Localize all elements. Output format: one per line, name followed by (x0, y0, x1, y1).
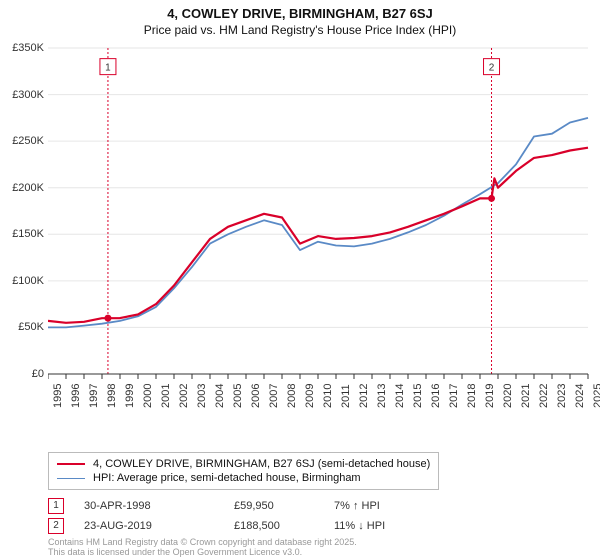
legend-label: HPI: Average price, semi-detached house,… (93, 472, 361, 484)
x-tick-label: 1997 (88, 384, 100, 408)
x-tick-label: 2005 (232, 384, 244, 408)
x-tick-label: 2015 (412, 384, 424, 408)
marker-delta: 11% ↓ HPI (334, 520, 434, 532)
x-tick-label: 2001 (160, 384, 172, 408)
y-tick-label: £50K (2, 321, 44, 333)
x-tick-label: 2011 (340, 384, 352, 408)
x-tick-label: 2003 (196, 384, 208, 408)
x-tick-label: 2016 (430, 384, 442, 408)
x-tick-label: 2000 (142, 384, 154, 408)
footer-note: Contains HM Land Registry data © Crown c… (48, 538, 357, 558)
x-tick-label: 2022 (538, 384, 550, 408)
x-tick-label: 2023 (556, 384, 568, 408)
x-tick-label: 2012 (358, 384, 370, 408)
legend-row: HPI: Average price, semi-detached house,… (57, 471, 430, 485)
title-block: 4, COWLEY DRIVE, BIRMINGHAM, B27 6SJ Pri… (0, 0, 600, 38)
x-tick-label: 1998 (106, 384, 118, 408)
x-tick-label: 2017 (448, 384, 460, 408)
marker-price: £188,500 (234, 520, 334, 532)
marker-badge-2: 2 (48, 518, 64, 534)
legend-swatch-price (57, 463, 85, 465)
marker-date: 30-APR-1998 (84, 500, 234, 512)
y-tick-label: £200K (2, 182, 44, 194)
x-tick-label: 1996 (70, 384, 82, 408)
y-tick-label: £0 (2, 368, 44, 380)
x-tick-label: 2004 (214, 384, 226, 408)
x-tick-label: 2021 (520, 384, 532, 408)
x-tick-label: 2013 (376, 384, 388, 408)
chart-svg: 12 (48, 44, 592, 408)
chart-container: 4, COWLEY DRIVE, BIRMINGHAM, B27 6SJ Pri… (0, 0, 600, 560)
table-row: 2 23-AUG-2019 £188,500 11% ↓ HPI (48, 516, 434, 536)
x-tick-label: 2019 (484, 384, 496, 408)
chart-subtitle: Price paid vs. HM Land Registry's House … (0, 23, 600, 39)
x-tick-label: 2014 (394, 384, 406, 408)
chart-area: 12 (48, 44, 592, 408)
x-tick-label: 1995 (52, 384, 64, 408)
svg-text:2: 2 (489, 63, 495, 74)
x-tick-label: 2008 (286, 384, 298, 408)
x-tick-label: 2009 (304, 384, 316, 408)
x-tick-label: 2024 (574, 384, 586, 408)
x-tick-label: 1999 (124, 384, 136, 408)
legend: 4, COWLEY DRIVE, BIRMINGHAM, B27 6SJ (se… (48, 452, 439, 490)
y-tick-label: £300K (2, 89, 44, 101)
legend-label: 4, COWLEY DRIVE, BIRMINGHAM, B27 6SJ (se… (93, 458, 430, 470)
marker-date: 23-AUG-2019 (84, 520, 234, 532)
marker-delta: 7% ↑ HPI (334, 500, 434, 512)
y-tick-label: £150K (2, 228, 44, 240)
legend-row: 4, COWLEY DRIVE, BIRMINGHAM, B27 6SJ (se… (57, 457, 430, 471)
y-tick-label: £250K (2, 135, 44, 147)
x-tick-label: 2007 (268, 384, 280, 408)
y-tick-label: £100K (2, 275, 44, 287)
x-tick-label: 2010 (322, 384, 334, 408)
svg-text:1: 1 (105, 63, 111, 74)
y-tick-label: £350K (2, 42, 44, 54)
x-tick-label: 2006 (250, 384, 262, 408)
x-tick-label: 2018 (466, 384, 478, 408)
x-tick-label: 2002 (178, 384, 190, 408)
legend-swatch-hpi (57, 478, 85, 479)
table-row: 1 30-APR-1998 £59,950 7% ↑ HPI (48, 496, 434, 516)
footer-line-2: This data is licensed under the Open Gov… (48, 547, 302, 557)
chart-title: 4, COWLEY DRIVE, BIRMINGHAM, B27 6SJ (0, 6, 600, 23)
x-tick-label: 2025 (592, 384, 600, 408)
x-tick-label: 2020 (502, 384, 514, 408)
marker-badge-1: 1 (48, 498, 64, 514)
marker-table: 1 30-APR-1998 £59,950 7% ↑ HPI 2 23-AUG-… (48, 496, 434, 536)
marker-price: £59,950 (234, 500, 334, 512)
footer-line-1: Contains HM Land Registry data © Crown c… (48, 537, 357, 547)
